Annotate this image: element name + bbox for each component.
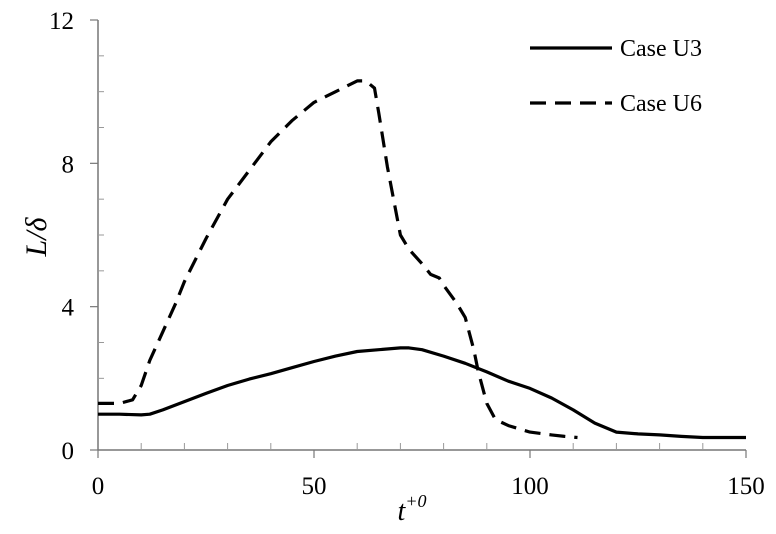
axis-ticks (90, 19, 747, 458)
legend-label: Case U6 (620, 91, 702, 117)
series-line-case-u6 (98, 79, 578, 440)
x-tick-label: 150 (727, 473, 765, 500)
tick-labels: 0 50 100 150 0 4 8 12 (49, 8, 765, 500)
y-tick-label: 0 (62, 438, 75, 465)
x-tick-label: 0 (92, 473, 105, 500)
x-tick-label: 50 (302, 473, 327, 500)
y-tick-label: 12 (49, 8, 74, 35)
y-tick-label: 8 (62, 151, 75, 178)
series-layer (98, 79, 746, 440)
x-axis-title-main: t (398, 496, 407, 527)
y-tick-label: 4 (62, 295, 75, 322)
series-line-case-u3 (98, 346, 746, 440)
x-axis-title: t+0 (398, 491, 427, 527)
axes (97, 20, 746, 451)
x-tick-label: 100 (511, 473, 549, 500)
legend-label: Case U3 (620, 36, 702, 62)
legend: Case U3 Case U6 (530, 36, 702, 117)
x-axis-title-superscript: +0 (405, 491, 426, 511)
y-axis-title: L/δ (20, 216, 53, 257)
